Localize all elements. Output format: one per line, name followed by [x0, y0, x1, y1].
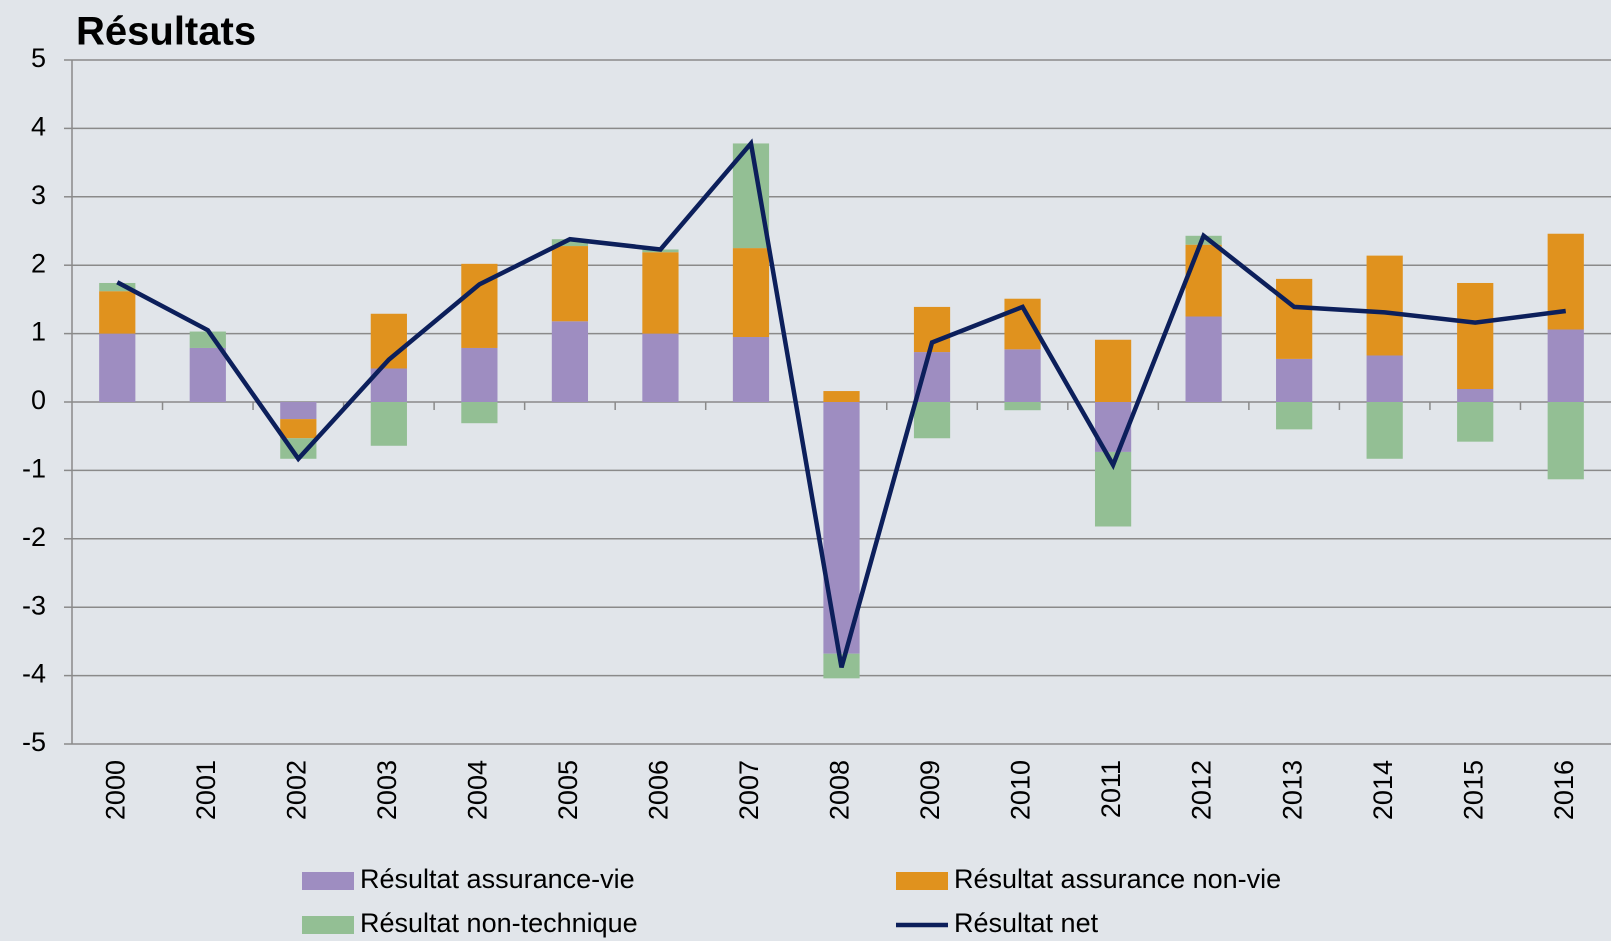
bar: [1004, 349, 1041, 402]
legend-label: Résultat assurance non-vie: [954, 864, 1281, 894]
y-tick-label: -5: [22, 727, 46, 757]
bar: [280, 419, 317, 439]
y-tick-label: -2: [22, 522, 46, 552]
bar: [823, 391, 860, 402]
legend-swatch: [896, 872, 948, 890]
x-tick-label: 2008: [825, 760, 855, 820]
bar: [732, 248, 770, 338]
bar: [1366, 255, 1403, 356]
bar: [1366, 402, 1403, 459]
x-tick-label: 2007: [734, 760, 764, 820]
bar: [189, 347, 226, 402]
bar: [551, 321, 589, 402]
y-tick-label: 1: [31, 317, 46, 347]
bar: [461, 347, 498, 402]
legend-label: Résultat assurance-vie: [360, 864, 635, 894]
bar: [1547, 329, 1584, 402]
x-tick-label: 2016: [1549, 760, 1579, 820]
x-tick-label: 2004: [463, 760, 493, 820]
x-tick-label: 2006: [644, 760, 674, 820]
bar: [99, 333, 136, 402]
bar: [1457, 282, 1494, 390]
x-tick-label: 2000: [100, 760, 130, 820]
y-tick-label: 2: [31, 248, 46, 278]
x-tick-label: 2005: [553, 760, 583, 820]
x-tick-label: 2009: [915, 760, 945, 820]
bar: [732, 337, 770, 402]
bar: [1004, 402, 1041, 411]
legend-label: Résultat non-technique: [360, 908, 638, 938]
bar: [1457, 402, 1494, 442]
bar: [1276, 358, 1313, 402]
x-tick-label: 2003: [372, 760, 402, 820]
bar: [823, 402, 860, 654]
bar: [1547, 233, 1584, 330]
legend-label: Résultat net: [954, 908, 1099, 938]
bar: [370, 402, 407, 446]
y-tick-label: -1: [22, 454, 46, 484]
y-tick-label: 3: [31, 180, 46, 210]
bar: [551, 239, 589, 247]
bar: [1094, 339, 1132, 402]
legend-swatch: [302, 916, 354, 934]
chart-title: Résultats: [76, 10, 256, 54]
y-tick-label: 0: [31, 385, 46, 415]
y-tick-label: -4: [22, 659, 46, 689]
x-tick-label: 2014: [1368, 760, 1398, 820]
bar: [461, 402, 498, 424]
bar: [913, 402, 951, 439]
bar: [1366, 355, 1403, 402]
x-tick-label: 2002: [281, 760, 311, 820]
bar: [642, 252, 679, 334]
bar: [99, 282, 136, 292]
bar: [551, 246, 589, 322]
x-tick-label: 2001: [191, 760, 221, 820]
x-tick-label: 2010: [1006, 760, 1036, 820]
x-tick-label: 2013: [1277, 760, 1307, 820]
x-tick-label: 2012: [1187, 760, 1217, 820]
x-tick-label: 2011: [1096, 760, 1126, 818]
bar: [280, 402, 317, 420]
bar: [1276, 278, 1313, 359]
bar: [1185, 316, 1222, 402]
bar: [642, 333, 679, 402]
bar: [1547, 402, 1584, 480]
legend-swatch: [302, 872, 354, 890]
bar: [99, 291, 136, 334]
x-tick-label: 2015: [1458, 760, 1488, 820]
y-tick-label: -3: [22, 590, 46, 620]
y-tick-label: 4: [31, 112, 46, 142]
line: [116, 138, 1567, 668]
y-tick-label: 5: [31, 43, 46, 73]
bar: [1276, 402, 1313, 430]
bar: [1457, 389, 1494, 402]
bar: [1185, 244, 1222, 317]
